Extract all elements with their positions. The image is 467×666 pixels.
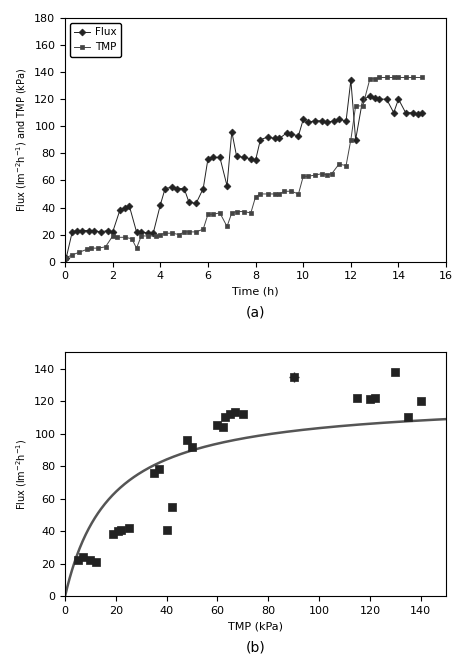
Point [87, 555, 94, 565]
TMP [248, 209, 254, 217]
Flux [64, 254, 69, 262]
Point [371, 392, 379, 403]
Text: (b): (b) [246, 640, 265, 654]
Flux [134, 228, 139, 236]
Point [354, 392, 361, 403]
Flux [419, 109, 425, 117]
Text: (a): (a) [246, 306, 265, 320]
Point [79, 552, 86, 563]
Point [183, 435, 191, 446]
X-axis label: Time (h): Time (h) [232, 287, 279, 297]
TMP [419, 73, 425, 81]
Flux [348, 76, 354, 84]
TMP [319, 170, 325, 178]
Point [150, 468, 158, 478]
TMP [77, 248, 82, 256]
Point [92, 557, 99, 567]
TMP [64, 254, 69, 262]
Legend: Flux, TMP: Flux, TMP [71, 23, 121, 57]
Point [188, 442, 196, 452]
Point [404, 412, 412, 423]
TMP [122, 233, 127, 241]
Flux [146, 229, 151, 237]
Point [156, 464, 163, 475]
Flux [276, 135, 282, 143]
Point [366, 394, 374, 405]
Point [232, 407, 239, 418]
Point [219, 422, 226, 432]
TMP [103, 243, 108, 251]
Point [110, 529, 117, 539]
Flux [253, 156, 258, 164]
Point [125, 523, 132, 533]
Flux [376, 95, 382, 103]
Point [163, 524, 170, 535]
TMP [157, 230, 163, 238]
Line: TMP: TMP [64, 75, 425, 260]
Point [391, 366, 399, 377]
Flux [186, 198, 192, 206]
Point [417, 396, 425, 406]
Point [117, 524, 125, 535]
Point [290, 372, 297, 382]
Point [115, 526, 122, 537]
Point [239, 409, 247, 420]
Point [290, 372, 297, 382]
Point [168, 501, 176, 512]
X-axis label: TMP (kPa): TMP (kPa) [228, 621, 283, 631]
Point [74, 555, 82, 565]
Point [226, 409, 234, 420]
Point [221, 412, 229, 423]
Y-axis label: Flux (lm$^{-2}$h$^{-1}$) and TMP (kPa): Flux (lm$^{-2}$h$^{-1}$) and TMP (kPa) [14, 67, 28, 212]
TMP [376, 73, 382, 81]
Line: Flux: Flux [64, 78, 425, 260]
Y-axis label: Flux (lm$^{-2}$h$^{-1}$): Flux (lm$^{-2}$h$^{-1}$) [14, 438, 28, 510]
Point [214, 420, 221, 431]
